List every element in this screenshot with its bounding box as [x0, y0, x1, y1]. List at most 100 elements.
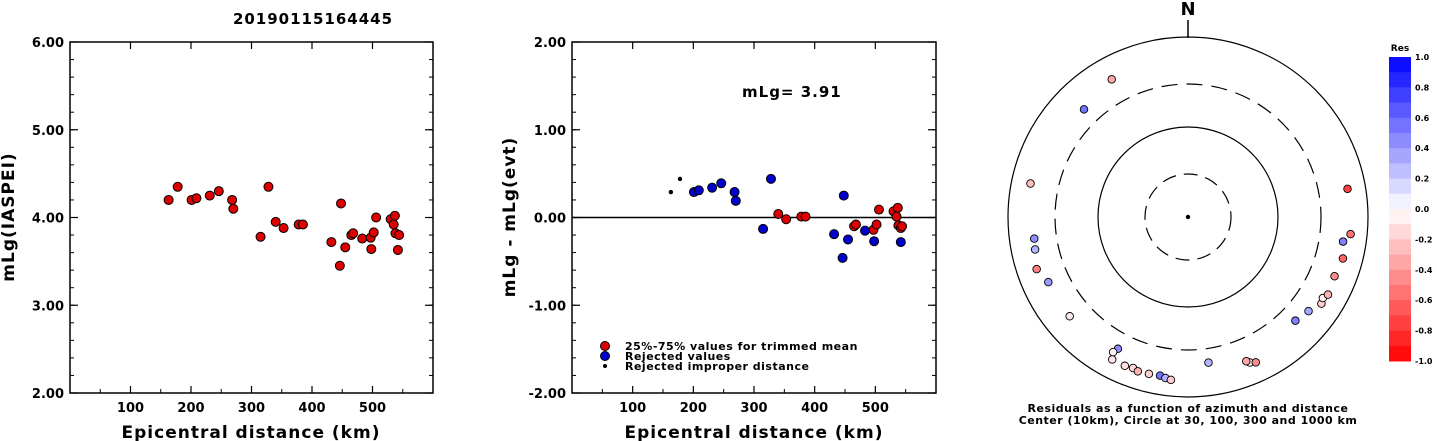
colorbar-cell	[1389, 163, 1411, 180]
colorbar-tick-label: -0.8	[1415, 327, 1433, 336]
colorbar-cell	[1389, 117, 1411, 134]
x-tick-label: 200	[680, 401, 707, 416]
ring-30km	[1144, 173, 1232, 261]
colorbar-tick-label: 0.6	[1415, 114, 1430, 123]
rejected-residual-point	[860, 225, 871, 236]
colorbar-cell	[1389, 148, 1411, 164]
colorbar-tick-label: 0.2	[1415, 175, 1429, 184]
colorbar-cell	[1389, 345, 1411, 362]
colorbar-cell	[1389, 133, 1411, 149]
colorbar-cell	[1389, 209, 1411, 225]
y-tick-label: 1.00	[534, 124, 566, 139]
residual-legend: 25%-75% values for trimmed mean Rejected…	[600, 340, 857, 373]
azimuth-residual-point	[1107, 75, 1116, 84]
magnitude-point	[263, 181, 274, 192]
azimuth-residual-point	[1291, 316, 1300, 325]
ring-300km	[1054, 83, 1322, 351]
y-tick-label: 2.00	[32, 387, 64, 402]
magnitude-point	[191, 193, 202, 204]
y-tick-label: 3.00	[32, 299, 64, 314]
y-tick-label: 6.00	[32, 36, 64, 51]
rejected-residual-point	[843, 234, 854, 245]
rejected-residual-point	[869, 236, 880, 247]
magnitude-point	[389, 210, 400, 221]
magnitude-point	[163, 194, 174, 205]
azimuth-residual-point	[1338, 237, 1348, 246]
colorbar-tick-label: -0.2	[1415, 235, 1433, 244]
magnitude-point	[348, 228, 359, 239]
x-tick-label: 500	[862, 401, 889, 416]
colorbar-tick-label: 0.4	[1415, 144, 1430, 153]
residual-ticks: 100 200 300 400 500 -2.00 -1.00 0.00 1.00 2.00	[529, 36, 936, 416]
accepted-residual-point	[773, 208, 784, 219]
polar-caption-line1: Residuals as a function of azimuth and d…	[1028, 402, 1349, 415]
colorbar-cell	[1389, 72, 1411, 88]
y-tick-label: -2.00	[529, 387, 566, 402]
magnitude-point	[357, 233, 368, 244]
residual-colorbar: Res 1.0 0.8 0.6 0.4 0.2 0.0 -0.2 -0.4 -0.6 -0.8 -1…	[1389, 44, 1433, 366]
y-tick-label: 2.00	[534, 36, 566, 51]
ring-100km	[1097, 126, 1279, 308]
colorbar-ticks: 1.0 0.8 0.6 0.4 0.2 0.0 -0.2 -0.4 -0.6 -0.8 -1.0	[1415, 53, 1433, 366]
azimuth-panel: N Residuals as a function of azimuth and…	[1007, 0, 1369, 427]
y-tick-label: 0.00	[534, 212, 566, 227]
magnitude-point	[388, 219, 399, 230]
colorbar-cell	[1389, 87, 1411, 104]
colorbar-cell	[1389, 254, 1411, 271]
rejected-residual-point	[838, 190, 849, 201]
colorbar-cell	[1389, 285, 1411, 301]
magnitude-points	[163, 181, 405, 271]
magnitude-point	[392, 244, 403, 255]
accepted-residual-point	[873, 204, 884, 215]
magnitude-point	[270, 216, 281, 227]
magnitude-point	[326, 237, 337, 248]
legend-accepted-marker	[600, 341, 610, 351]
x-tick-label: 400	[298, 401, 325, 416]
azimuth-residual-point	[1133, 367, 1143, 376]
colorbar-tick-label: -0.4	[1415, 266, 1433, 275]
rejected-residual-point	[716, 178, 727, 189]
polar-caption-line2: Center (10km), Circle at 30, 100, 300 an…	[1019, 414, 1358, 427]
improper-distance-point	[677, 176, 683, 182]
azimuth-residual-point	[1044, 277, 1053, 287]
center-marker	[1185, 214, 1191, 220]
colorbar-cell	[1389, 269, 1411, 286]
rejected-residual-point	[895, 237, 906, 248]
colorbar-cell	[1389, 57, 1411, 73]
magnitude-point	[172, 181, 183, 192]
residual-points	[668, 173, 908, 263]
azimuth-residual-point	[1323, 290, 1333, 299]
magnitude-point	[255, 231, 266, 242]
x-tick-label: 300	[238, 401, 265, 416]
accepted-residual-point	[891, 211, 902, 222]
azimuth-residual-point	[1108, 347, 1118, 357]
magnitude-point	[336, 198, 347, 209]
accepted-residual-point	[897, 221, 908, 232]
magnitude-panel: Epicentral distance (km) mLg(IASPEI) 100…	[0, 36, 434, 441]
magnitude-point	[228, 203, 239, 214]
colorbar-cell	[1389, 239, 1411, 256]
chart-title: 20190115164445	[233, 10, 393, 28]
azimuth-residual-point	[1346, 229, 1355, 239]
colorbar-cell	[1389, 102, 1411, 119]
x-tick-label: 500	[359, 401, 386, 416]
legend-rejected-marker	[600, 351, 610, 361]
colorbar-tick-label: -1.0	[1415, 357, 1433, 366]
legend-rejected-label: Rejected values	[625, 350, 731, 363]
improper-distance-point	[668, 189, 674, 195]
residual-panel: Epicentral distance (km) mLg - mLg(evt) …	[500, 36, 937, 441]
accepted-residual-point	[850, 219, 861, 230]
legend-improper-label: Rejected improper distance	[625, 360, 809, 373]
event-magnitude-annotation: mLg= 3.91	[742, 83, 842, 101]
azimuth-residual-point	[1120, 361, 1130, 371]
accepted-residual-point	[800, 211, 811, 222]
north-label: N	[1180, 0, 1195, 20]
azimuth-points	[1026, 75, 1355, 385]
magnitude-point	[204, 190, 215, 201]
magnitude-point	[340, 242, 351, 253]
colorbar-cell	[1389, 193, 1411, 210]
y-tick-label: 4.00	[32, 212, 64, 227]
magnitude-point	[227, 194, 238, 205]
colorbar-cell	[1389, 300, 1411, 316]
colorbar-tick-label: 0.0	[1415, 205, 1430, 214]
